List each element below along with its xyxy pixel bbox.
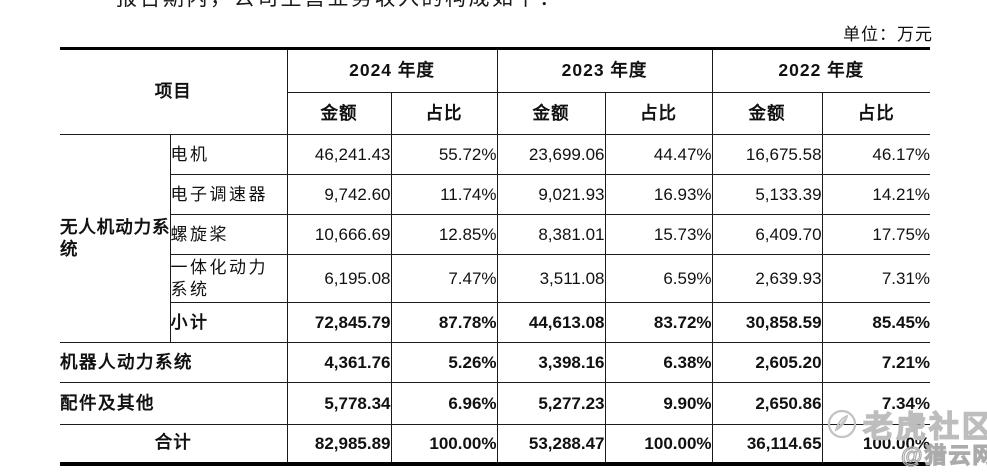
row-label: 配件及其他 — [60, 382, 288, 425]
ratio-cell: 7.47% — [390, 254, 498, 303]
header-row-years: 项目 2024 年度 2023 年度 2022 年度 — [60, 48, 931, 135]
group-label-uav-power: 无人机动力系统 — [60, 134, 171, 343]
col-header-2023: 2023 年度 — [496, 48, 713, 93]
col-header-2023-ratio: 占比 — [604, 92, 713, 135]
table-row-accessories: 配件及其他 5,778.34 6.96% 5,277.23 9.90% 2,65… — [60, 382, 931, 425]
amount-cell: 5,778.34 — [286, 382, 392, 425]
amount-cell: 9,742.60 — [286, 174, 392, 215]
ratio-cell: 6.96% — [390, 382, 498, 425]
ratio-cell: 100.00% — [390, 424, 498, 464]
amount-cell: 5,277.23 — [496, 382, 606, 425]
table-row-total: 合计 82,985.89 100.00% 53,288.47 100.00% 3… — [60, 424, 931, 464]
table-row-motor: 无人机动力系统 电机 46,241.43 55.72% 23,699.06 44… — [60, 134, 931, 343]
col-header-2023-amount: 金额 — [496, 92, 606, 135]
amount-cell: 2,639.93 — [711, 254, 823, 303]
ratio-cell: 6.59% — [604, 254, 713, 303]
col-header-2022-amount: 金额 — [711, 92, 823, 135]
amount-cell: 30,858.59 — [711, 302, 823, 343]
table-row-robot-power: 机器人动力系统 4,361.76 5.26% 3,398.16 6.38% 2,… — [60, 342, 931, 383]
clipped-caption: 报告期内，公司主营业务收入的构成如下： — [116, 0, 563, 11]
col-header-2022: 2022 年度 — [711, 48, 931, 93]
ratio-cell: 46.17% — [821, 134, 931, 175]
amount-cell: 6,195.08 — [286, 254, 392, 303]
ratio-cell: 17.75% — [821, 214, 931, 255]
ratio-cell: 16.93% — [604, 174, 713, 215]
amount-cell: 3,398.16 — [496, 342, 606, 383]
ratio-cell: 83.72% — [604, 302, 713, 343]
amount-cell: 8,381.01 — [496, 214, 606, 255]
table-row-esc: 电子调速器 9,742.60 11.74% 9,021.93 16.93% 5,… — [60, 174, 931, 215]
amount-cell: 36,114.65 — [711, 424, 823, 464]
ratio-cell: 100.00% — [604, 424, 713, 464]
amount-cell: 2,650.86 — [711, 382, 823, 425]
amount-cell: 44,613.08 — [496, 302, 606, 343]
ratio-cell: 87.78% — [390, 302, 498, 343]
amount-cell: 46,241.43 — [286, 134, 392, 175]
ratio-cell: 44.47% — [604, 134, 713, 175]
amount-cell: 82,985.89 — [286, 424, 392, 464]
row-label: 一体化动力系统 — [170, 254, 288, 303]
ratio-cell: 9.90% — [604, 382, 713, 425]
table-row-integrated-power: 一体化动力系统 6,195.08 7.47% 3,511.08 6.59% 2,… — [60, 254, 931, 303]
amount-cell: 9,021.93 — [496, 174, 606, 215]
amount-cell: 6,409.70 — [711, 214, 823, 255]
ratio-cell: 12.85% — [390, 214, 498, 255]
col-header-item: 项目 — [60, 48, 288, 135]
subtotal-label: 小计 — [170, 302, 288, 343]
amount-cell: 5,133.39 — [711, 174, 823, 215]
row-label: 螺旋桨 — [170, 214, 288, 255]
ratio-cell: 15.73% — [604, 214, 713, 255]
table-row-subtotal: 小计 72,845.79 87.78% 44,613.08 83.72% 30,… — [60, 302, 931, 343]
ratio-cell: 7.21% — [821, 342, 931, 383]
row-label: 电机 — [169, 134, 288, 175]
ratio-cell: 6.38% — [604, 342, 713, 383]
ratio-cell: 55.72% — [390, 134, 498, 175]
col-header-2022-ratio: 占比 — [821, 92, 931, 135]
amount-cell: 16,675.58 — [711, 134, 823, 175]
ratio-cell: 14.21% — [821, 174, 931, 215]
col-header-2024: 2024 年度 — [286, 48, 498, 93]
row-label: 电子调速器 — [170, 174, 288, 215]
ratio-cell: 85.45% — [821, 302, 931, 343]
amount-cell: 4,361.76 — [286, 342, 392, 383]
amount-cell: 72,845.79 — [286, 302, 392, 343]
amount-cell: 2,605.20 — [711, 342, 823, 383]
unit-label: 单位：万元 — [843, 25, 933, 44]
ratio-cell: 7.34% — [821, 382, 931, 425]
amount-cell: 3,511.08 — [496, 254, 606, 303]
total-label: 合计 — [60, 424, 288, 464]
ratio-cell: 5.26% — [390, 342, 498, 383]
ratio-cell: 7.31% — [821, 254, 931, 303]
revenue-composition-table: 项目 2024 年度 2023 年度 2022 年度 金额 占比 金额 占比 金… — [60, 47, 931, 466]
ratio-cell: 11.74% — [390, 174, 498, 215]
amount-cell: 23,699.06 — [496, 134, 606, 175]
amount-cell: 53,288.47 — [496, 424, 606, 464]
row-label: 机器人动力系统 — [60, 342, 288, 383]
col-header-2024-ratio: 占比 — [390, 92, 498, 135]
table-row-propeller: 螺旋桨 10,666.69 12.85% 8,381.01 15.73% 6,4… — [60, 214, 931, 255]
amount-cell: 10,666.69 — [286, 214, 392, 255]
col-header-2024-amount: 金额 — [287, 92, 392, 135]
ratio-cell: 100.00% — [821, 424, 931, 464]
